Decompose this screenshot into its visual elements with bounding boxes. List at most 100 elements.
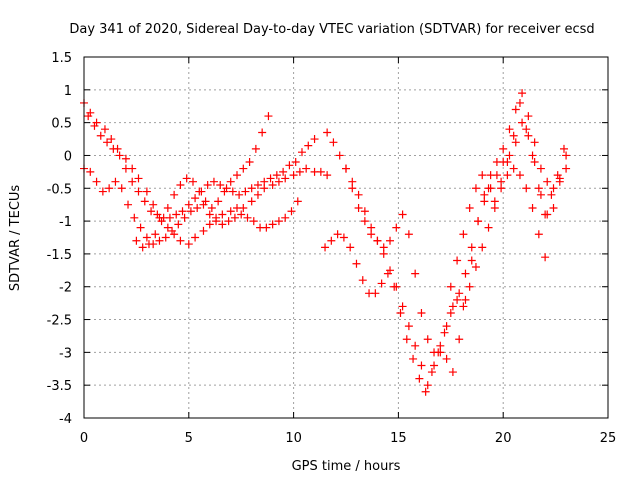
data-point [505, 151, 514, 160]
data-point [528, 203, 537, 212]
data-point [446, 308, 455, 317]
y-tick-label: -2.5 [47, 314, 72, 329]
data-point [163, 203, 172, 212]
data-point [184, 200, 193, 209]
data-point [562, 151, 571, 160]
data-point [471, 263, 480, 272]
data-point [258, 128, 267, 137]
data-point [293, 197, 302, 206]
data-point [528, 151, 537, 160]
data-point [436, 341, 445, 350]
data-point [285, 161, 294, 170]
data-point [111, 177, 120, 186]
data-point [509, 164, 518, 173]
data-point [459, 230, 468, 239]
data-point [268, 180, 277, 189]
data-point [245, 158, 254, 167]
data-point [268, 220, 277, 229]
data-point [182, 174, 191, 183]
data-point [478, 243, 487, 252]
data-point [172, 210, 181, 219]
data-point [518, 89, 527, 98]
data-point [84, 112, 93, 121]
data-point [518, 118, 527, 127]
data-point [218, 210, 227, 219]
data-markers [80, 89, 571, 396]
data-point [161, 233, 170, 242]
data-point [352, 259, 361, 268]
data-point [98, 187, 107, 196]
x-axis-label: GPS time / hours [292, 459, 401, 474]
data-point [86, 167, 95, 176]
x-tick-label: 20 [495, 431, 512, 446]
data-point [534, 184, 543, 193]
data-point [124, 200, 133, 209]
data-point [490, 197, 499, 206]
data-point [417, 308, 426, 317]
data-point [247, 184, 256, 193]
data-point [505, 125, 514, 134]
data-point [103, 138, 112, 147]
data-point [100, 125, 109, 134]
data-point [109, 144, 118, 153]
series-track-4 [132, 112, 273, 252]
data-point [553, 171, 562, 180]
data-point [287, 207, 296, 216]
y-tick-label: 1.5 [51, 51, 72, 66]
data-point [251, 144, 260, 153]
data-point [155, 236, 164, 245]
data-point [559, 144, 568, 153]
data-point [323, 128, 332, 137]
data-point [440, 328, 449, 337]
data-point [499, 144, 508, 153]
series-track-1 [80, 98, 332, 249]
data-point [281, 213, 290, 222]
data-point [226, 177, 235, 186]
data-point [492, 171, 501, 180]
data-point [134, 187, 143, 196]
data-point [144, 240, 153, 249]
data-point [530, 158, 539, 167]
data-point [138, 243, 147, 252]
data-point [184, 240, 193, 249]
data-point [461, 269, 470, 278]
data-point [358, 276, 367, 285]
data-point [191, 194, 200, 203]
y-tick-label: 0.5 [51, 117, 72, 132]
data-point [105, 184, 114, 193]
data-point [199, 226, 208, 235]
data-point [96, 131, 105, 140]
data-point [430, 348, 439, 357]
data-point [147, 207, 156, 216]
data-point [253, 180, 262, 189]
data-point [409, 354, 418, 363]
data-point [121, 154, 130, 163]
data-point [446, 282, 455, 291]
data-point [511, 138, 520, 147]
data-point [216, 180, 225, 189]
data-point [304, 141, 313, 150]
data-point [360, 207, 369, 216]
data-point [178, 207, 187, 216]
data-point [274, 217, 283, 226]
data-point [266, 174, 275, 183]
data-point [92, 177, 101, 186]
data-point [207, 203, 216, 212]
data-point [404, 230, 413, 239]
y-tick-label: -2 [59, 281, 72, 296]
x-tick-labels: 0 5 10 15 20 25 [80, 431, 616, 446]
data-point [471, 184, 480, 193]
data-point [423, 381, 432, 390]
data-point [195, 187, 204, 196]
data-point [279, 167, 288, 176]
data-point [186, 207, 195, 216]
data-point [237, 210, 246, 219]
data-point [515, 171, 524, 180]
data-point [465, 282, 474, 291]
data-point [398, 210, 407, 219]
data-point [562, 164, 571, 173]
data-point [442, 354, 451, 363]
data-point [203, 180, 212, 189]
data-point [467, 256, 476, 265]
data-point [386, 236, 395, 245]
